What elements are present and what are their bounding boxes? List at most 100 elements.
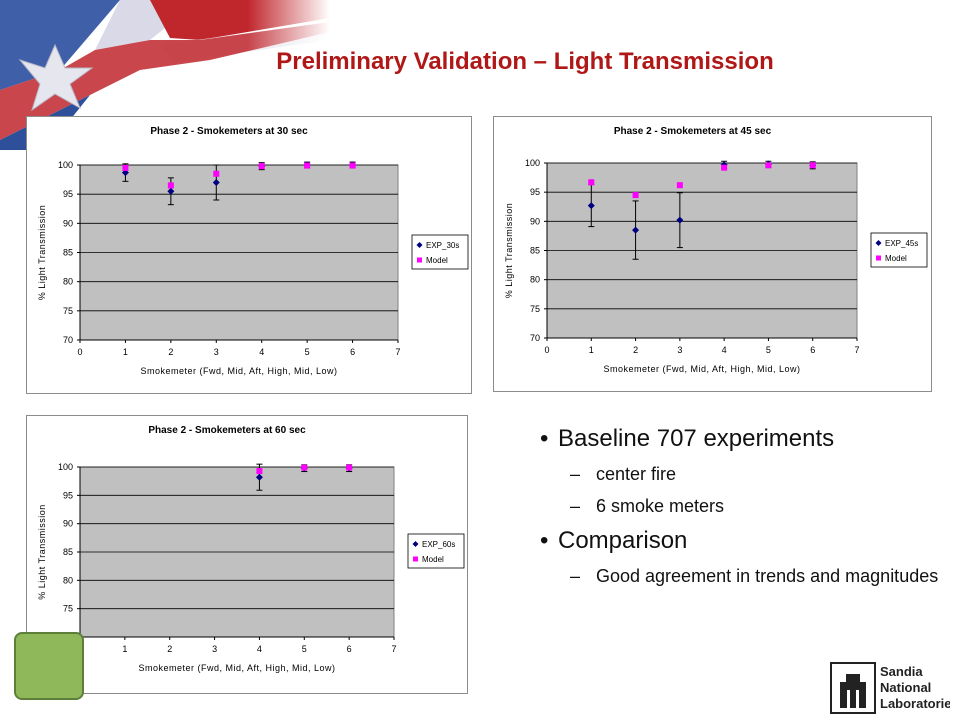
- y-tick-label: 100: [58, 462, 73, 472]
- y-tick-label: 95: [530, 187, 540, 197]
- y-tick-label: 80: [63, 575, 73, 585]
- y-tick-label: 90: [63, 218, 73, 228]
- exp-point: [587, 202, 595, 210]
- x-tick-label: 7: [854, 345, 859, 355]
- logo-line: Laboratories: [880, 696, 950, 711]
- y-tick-label: 85: [63, 248, 73, 258]
- y-tick-label: 100: [525, 158, 540, 168]
- sub-bullet-text: 6 smoke meters: [596, 496, 725, 516]
- model-point: [676, 182, 683, 189]
- legend-label: Model: [422, 555, 444, 564]
- x-tick-label: 4: [722, 345, 727, 355]
- chart-title: Phase 2 - Smokemeters at 30 sec: [150, 126, 308, 137]
- legend-label: EXP_30s: [426, 241, 459, 250]
- model-point: [632, 192, 639, 199]
- y-axis-label: % Light Transmission: [504, 203, 514, 299]
- bullet-list: • Baseline 707 experiments – center fire –…: [540, 425, 940, 597]
- chart-45s: Phase 2 - Smokemeters at 45 sec707580859…: [504, 126, 928, 374]
- legend-marker: [413, 556, 418, 562]
- y-tick-label: 85: [63, 547, 73, 557]
- x-axis-label: Smokemeter (Fwd, Mid, Aft, High, Mid, Lo…: [140, 366, 337, 376]
- logo-line: National: [880, 680, 931, 695]
- sub-bullet-item: – center fire: [570, 464, 677, 484]
- y-tick-label: 90: [63, 519, 73, 529]
- x-tick-label: 2: [167, 644, 172, 654]
- x-tick-label: 0: [77, 347, 82, 357]
- chart-panel-30s: Phase 2 - Smokemeters at 30 sec 70 75 80 85 9…: [26, 116, 472, 394]
- model-point: [256, 467, 263, 474]
- y-axis-label: % Light Transmission: [37, 504, 47, 600]
- model-point: [349, 162, 356, 169]
- model-point: [765, 162, 772, 169]
- legend-marker: [417, 257, 422, 263]
- chart-30s: Phase 2 - Smokemeters at 30 sec707580859…: [37, 126, 469, 376]
- y-tick-label: 75: [530, 304, 540, 314]
- x-tick-label: 0: [544, 345, 549, 355]
- legend-box: [870, 232, 928, 268]
- slide-title: Preliminary Validation – Light Transmiss…: [276, 48, 774, 75]
- chart-title: Phase 2 - Smokemeters at 45 sec: [614, 126, 772, 137]
- x-tick-label: 3: [212, 644, 217, 654]
- x-tick-label: 6: [347, 644, 352, 654]
- exp-point: [212, 179, 220, 186]
- y-tick-label: 95: [63, 490, 73, 500]
- x-tick-label: 2: [168, 347, 173, 357]
- y-tick-label: 100: [58, 160, 73, 170]
- x-tick-label: 5: [305, 347, 310, 357]
- model-point: [588, 179, 595, 186]
- sub-bullet-text: center fire: [596, 464, 677, 484]
- model-point: [809, 162, 816, 169]
- legend-marker: [875, 240, 882, 246]
- model-point: [167, 182, 174, 189]
- sub-bullet-item: –6 smoke meters: [570, 496, 725, 516]
- y-tick-label: 85: [530, 246, 540, 256]
- y-axis-label: % Light Transmission: [37, 205, 47, 301]
- y-tick-label: 70: [530, 333, 540, 343]
- x-tick-label: 1: [123, 347, 128, 357]
- model-point: [213, 170, 220, 177]
- bullet-item: • Baseline 707 experiments: [540, 425, 835, 452]
- x-tick-label: 4: [257, 644, 262, 654]
- chart-legend: EXP_45s Model: [870, 232, 928, 268]
- x-tick-label: 6: [810, 345, 815, 355]
- y-tick-label: 70: [63, 335, 73, 345]
- x-tick-label: 3: [214, 347, 219, 357]
- model-point: [721, 164, 728, 171]
- bullet-text: Comparison: [558, 527, 688, 554]
- exp-point: [255, 473, 263, 481]
- sub-bullet-item: – Good agreement in trends and magnitudes: [570, 566, 939, 586]
- chart-60s: Phase 2 - Smokemeters at 60 sec707580859…: [37, 425, 465, 673]
- exp-point: [676, 216, 684, 224]
- x-tick-label: 2: [633, 345, 638, 355]
- bullet-text: Baseline 707 experiments: [558, 425, 835, 452]
- legend-label: Model: [885, 254, 907, 263]
- legend-label: EXP_45s: [885, 239, 918, 248]
- sub-bullet-text: Good agreement in trends and magnitudes: [596, 566, 939, 586]
- chart-panel-45s: Phase 2 - Smokemeters at 45 sec 70 75 80 85 9…: [493, 116, 932, 392]
- chart-legend: EXP_30s Model: [411, 234, 469, 270]
- logo-line: Sandia: [880, 664, 923, 679]
- legend-box: [407, 533, 465, 569]
- x-tick-label: 7: [395, 347, 400, 357]
- legend-marker: [876, 255, 881, 261]
- model-point: [304, 162, 311, 169]
- model-point: [258, 163, 265, 170]
- y-tick-label: 95: [63, 189, 73, 199]
- x-tick-label: 5: [766, 345, 771, 355]
- bullet-item: • Comparison: [540, 527, 688, 554]
- x-axis-label: Smokemeter (Fwd, Mid, Aft, High, Mid, Lo…: [603, 364, 800, 374]
- exp-point: [167, 187, 175, 195]
- x-tick-label: 6: [350, 347, 355, 357]
- chart-title: Phase 2 - Smokemeters at 60 sec: [148, 425, 306, 436]
- exp-point: [121, 169, 129, 177]
- legend-label: EXP_60s: [422, 540, 455, 549]
- y-tick-label: 80: [63, 277, 73, 287]
- chart-panel-60s: Phase 2 - Smokemeters at 60 sec707580859…: [26, 415, 468, 694]
- legend-box: [411, 234, 469, 270]
- model-point: [301, 464, 308, 471]
- y-tick-label: 75: [63, 604, 73, 614]
- x-tick-label: 3: [677, 345, 682, 355]
- x-tick-label: 5: [302, 644, 307, 654]
- chart-legend: EXP_60s Model: [407, 533, 465, 569]
- y-tick-label: 75: [63, 306, 73, 316]
